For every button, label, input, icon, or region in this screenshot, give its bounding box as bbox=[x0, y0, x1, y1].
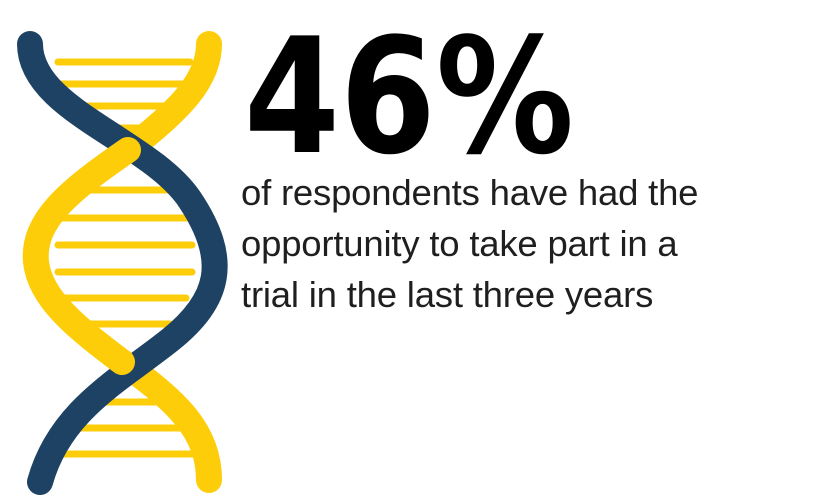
caption-line: opportunity to take part in a bbox=[241, 223, 678, 264]
dna-strand-dark bbox=[17, 31, 228, 495]
stat-caption: of respondents have had the opportunity … bbox=[241, 167, 811, 320]
dna-strand-yellow bbox=[22, 137, 141, 375]
caption-line: trial in the last three years bbox=[241, 274, 654, 315]
dna-strand-yellow-back bbox=[115, 31, 222, 163]
stat-value: 46% bbox=[244, 3, 574, 174]
stat-number: 46% bbox=[244, 3, 574, 174]
caption-line: of respondents have had the bbox=[241, 172, 699, 213]
dna-helix-icon bbox=[17, 31, 228, 495]
